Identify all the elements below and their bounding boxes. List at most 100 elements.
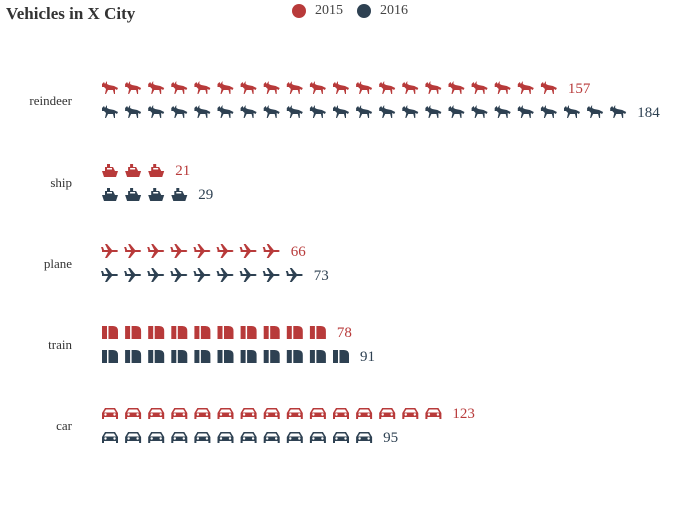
car-icon — [148, 432, 165, 443]
reindeer-icon — [240, 81, 257, 94]
train-icon — [194, 350, 211, 363]
bar-car-2015[interactable] — [102, 408, 442, 419]
plane-icon — [216, 244, 234, 258]
reindeer-icon — [309, 81, 326, 94]
reindeer-icon — [102, 105, 118, 118]
bar-train-2016[interactable] — [102, 350, 349, 363]
reindeer-icon — [125, 81, 142, 94]
legend-swatch-2016 — [357, 4, 371, 18]
category-label-train: train — [48, 337, 72, 352]
plane-icon — [216, 268, 234, 282]
reindeer-icon — [425, 105, 442, 118]
reindeer-icon — [471, 105, 488, 118]
value-label-ship-2016: 29 — [198, 187, 213, 203]
car-icon — [286, 432, 303, 443]
value-label-ship-2015: 21 — [175, 163, 190, 179]
legend-swatch-2015 — [292, 4, 306, 18]
reindeer-icon — [517, 105, 534, 118]
car-icon — [240, 432, 257, 443]
chart-title: Vehicles in X City — [6, 4, 136, 23]
plane-icon — [170, 268, 188, 282]
bar-car-2016[interactable] — [102, 432, 373, 443]
reindeer-icon — [356, 81, 373, 94]
plane-icon — [262, 244, 280, 258]
reindeer-icon — [587, 105, 604, 118]
bar-ship-2016[interactable] — [102, 188, 188, 201]
ship-icon — [125, 188, 142, 201]
value-label-train-2015: 78 — [337, 325, 352, 341]
category-label-ship: ship — [50, 175, 72, 190]
reindeer-icon — [263, 105, 280, 118]
train-icon — [240, 326, 257, 339]
car-icon — [402, 408, 419, 419]
plane-icon — [239, 244, 257, 258]
car-icon — [148, 408, 165, 419]
car-icon — [263, 432, 280, 443]
train-icon — [240, 350, 257, 363]
car-icon — [125, 432, 142, 443]
car-icon — [240, 408, 257, 419]
plane-icon — [147, 268, 165, 282]
reindeer-icon — [494, 105, 511, 118]
bar-train-2015[interactable] — [102, 326, 326, 339]
bar-plane-2015[interactable] — [101, 244, 280, 258]
reindeer-icon — [379, 105, 396, 118]
train-icon — [102, 326, 118, 339]
plane-icon — [193, 244, 211, 258]
ship-icon — [171, 188, 188, 201]
train-icon — [217, 326, 234, 339]
reindeer-icon — [564, 105, 580, 118]
reindeer-icon — [540, 81, 557, 94]
car-icon — [217, 432, 234, 443]
train-icon — [217, 350, 234, 363]
train-icon — [102, 350, 118, 363]
reindeer-icon — [286, 105, 303, 118]
category-label-reindeer: reindeer — [29, 93, 72, 108]
car-icon — [102, 408, 118, 419]
plane-icon — [262, 268, 280, 282]
plane-icon — [239, 268, 257, 282]
value-label-car-2016: 95 — [383, 430, 398, 446]
reindeer-icon — [448, 81, 465, 94]
bar-plane-2016[interactable] — [101, 268, 303, 282]
bar-reindeer-2016[interactable] — [102, 105, 627, 118]
plane-icon — [193, 268, 211, 282]
legend-item-2016[interactable]: 2016 — [357, 3, 408, 19]
car-icon — [333, 432, 349, 443]
car-icon — [217, 408, 234, 419]
car-icon — [286, 408, 303, 419]
reindeer-icon — [610, 105, 627, 118]
legend-item-2015[interactable]: 2015 — [292, 3, 343, 19]
train-icon — [125, 350, 142, 363]
value-label-reindeer-2015: 157 — [568, 81, 591, 97]
reindeer-icon — [194, 105, 211, 118]
reindeer-icon — [494, 81, 511, 94]
train-icon — [286, 350, 303, 363]
category-label-car: car — [56, 418, 73, 433]
legend-label-2016: 2016 — [380, 3, 408, 18]
train-icon — [286, 326, 303, 339]
reindeer-icon — [471, 81, 488, 94]
ship-icon — [102, 188, 118, 201]
car-icon — [194, 432, 211, 443]
reindeer-icon — [240, 105, 257, 118]
reindeer-icon — [194, 81, 211, 94]
value-label-plane-2015: 66 — [291, 244, 307, 260]
reindeer-icon — [148, 81, 165, 94]
car-icon — [102, 432, 118, 443]
bar-reindeer-2015[interactable] — [102, 81, 557, 94]
bar-ship-2015[interactable] — [102, 164, 165, 177]
car-icon — [379, 408, 396, 419]
reindeer-icon — [125, 105, 142, 118]
car-icon — [171, 408, 188, 419]
car-icon — [356, 408, 373, 419]
plane-icon — [170, 244, 188, 258]
plane-icon — [147, 244, 165, 258]
train-icon — [263, 326, 280, 339]
train-icon — [125, 326, 142, 339]
train-icon — [309, 326, 326, 339]
train-icon — [309, 350, 326, 363]
train-icon — [171, 326, 188, 339]
